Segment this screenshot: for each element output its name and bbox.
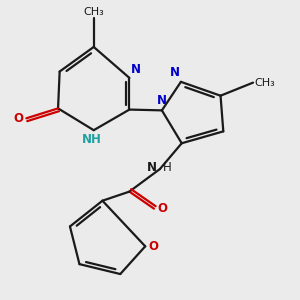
Text: O: O	[14, 112, 23, 125]
Text: N: N	[157, 94, 167, 107]
Text: CH₃: CH₃	[254, 78, 275, 88]
Text: H: H	[163, 161, 172, 174]
Text: N: N	[169, 66, 179, 79]
Text: N: N	[147, 161, 157, 174]
Text: N: N	[131, 63, 141, 76]
Text: CH₃: CH₃	[83, 7, 104, 17]
Text: NH: NH	[82, 133, 102, 146]
Text: O: O	[158, 202, 167, 215]
Text: O: O	[149, 240, 159, 253]
